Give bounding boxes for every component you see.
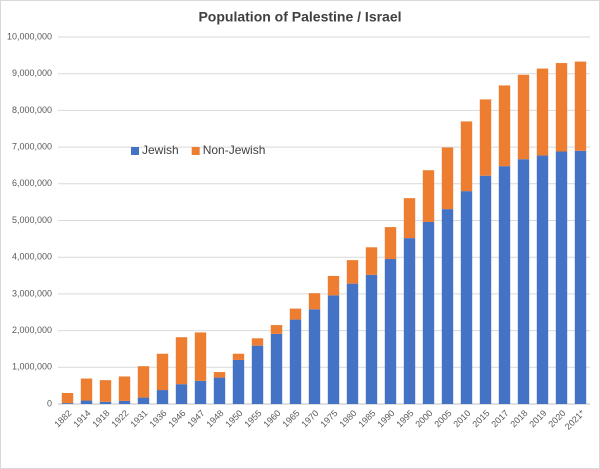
y-tick-label: 6,000,000: [12, 178, 52, 188]
legend-swatch: [131, 147, 139, 155]
bar-segment: [99, 401, 112, 404]
bar-segment: [80, 378, 93, 401]
bar-segment: [365, 247, 378, 275]
bar-segment: [251, 338, 264, 346]
bar-segment: [61, 403, 74, 404]
bar-segment: [232, 353, 245, 360]
bar-segment: [194, 380, 207, 404]
bar-segment: [346, 283, 359, 404]
bar-segment: [289, 308, 302, 320]
bar-segment: [422, 221, 435, 404]
bar-segment: [213, 372, 226, 378]
y-tick-label: 0: [47, 398, 52, 408]
bar-segment: [441, 209, 454, 404]
legend-label: Jewish: [142, 143, 179, 157]
y-tick-label: 1,000,000: [12, 362, 52, 372]
bar-segment: [156, 390, 169, 404]
bar-segment: [270, 333, 283, 404]
bar-segment: [137, 366, 150, 398]
bar-segment: [308, 309, 321, 404]
chart-title: Population of Palestine / Israel: [198, 9, 401, 25]
bar-segment: [289, 319, 302, 404]
bar-segment: [346, 260, 359, 284]
y-tick-label: 4,000,000: [12, 252, 52, 262]
bar-segment: [118, 376, 131, 401]
bar-segment: [498, 166, 511, 404]
legend-swatch: [191, 147, 200, 155]
bar-segment: [536, 155, 549, 404]
y-tick-label: 10,000,000: [7, 31, 52, 41]
legend-label: Non-Jewish: [203, 143, 266, 157]
bar-segment: [403, 198, 416, 239]
y-tick-label: 3,000,000: [12, 288, 52, 298]
bar-segment: [80, 400, 93, 404]
bar-segment: [403, 238, 416, 404]
bar-segment: [365, 274, 378, 404]
bar-segment: [384, 259, 397, 404]
y-tick-label: 9,000,000: [12, 68, 52, 78]
bar-segment: [327, 295, 340, 404]
bar-segment: [517, 74, 530, 160]
bar-segment: [213, 377, 226, 404]
bar-segment: [536, 68, 549, 156]
bar-segment: [61, 392, 74, 404]
bar-segment: [422, 170, 435, 222]
bar-segment: [460, 121, 473, 192]
bar-segment: [479, 175, 492, 404]
bar-segment: [308, 293, 321, 310]
y-tick-label: 5,000,000: [12, 215, 52, 225]
bar-segment: [574, 61, 587, 151]
bar-segment: [137, 397, 150, 404]
y-tick-label: 2,000,000: [12, 325, 52, 335]
bar-segment: [517, 159, 530, 404]
bar-segment: [175, 384, 188, 404]
bar-segment: [156, 353, 169, 391]
y-tick-label: 7,000,000: [12, 141, 52, 151]
bar-segment: [251, 345, 264, 404]
bar-segment: [99, 380, 112, 402]
bar-segment: [574, 150, 587, 404]
bar-segment: [555, 63, 568, 152]
bar-segment: [384, 227, 397, 260]
bar-segment: [194, 332, 207, 381]
bar-segment: [479, 99, 492, 176]
bar-segment: [555, 151, 568, 404]
bar-segment: [460, 191, 473, 404]
bar-segment: [498, 85, 511, 167]
bar-segment: [270, 325, 283, 334]
bar-segment: [441, 147, 454, 210]
bar-segment: [232, 359, 245, 404]
bar-segment: [175, 337, 188, 385]
y-tick-label: 8,000,000: [12, 105, 52, 115]
bar-segment: [118, 400, 131, 404]
bar-segment: [327, 275, 340, 296]
